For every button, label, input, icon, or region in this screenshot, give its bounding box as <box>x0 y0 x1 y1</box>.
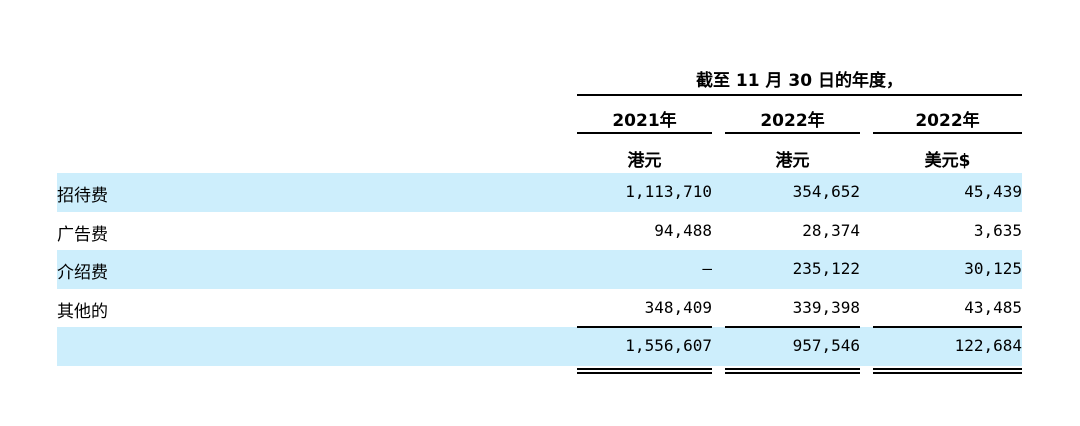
row-value: 45,439 <box>964 182 1022 201</box>
total-rule <box>873 367 1022 370</box>
row-label: 介绍费 <box>57 263 108 283</box>
column-currency: 港元 <box>775 151 810 171</box>
year-rule <box>725 132 860 134</box>
row-value: 28,374 <box>802 220 860 240</box>
total-rule <box>725 367 860 370</box>
subtotal-rule <box>577 326 712 328</box>
column-currency: 美元$ <box>924 151 971 171</box>
row-shade <box>57 250 1022 289</box>
total-value: 1,556,607 <box>625 336 712 355</box>
subtotal-rule <box>725 326 860 328</box>
period-header: 截至 11 月 30 日的年度， <box>696 71 903 91</box>
row-value: 235,122 <box>792 259 860 278</box>
total-shade <box>57 327 1022 366</box>
row-shade <box>57 173 1022 212</box>
total-rule <box>577 367 712 370</box>
row-value: 43,485 <box>964 297 1022 317</box>
row-value: 348,409 <box>644 297 712 317</box>
row-value: 30,125 <box>964 259 1022 278</box>
total-value: 122,684 <box>954 336 1022 355</box>
row-value: 1,113,710 <box>625 182 712 201</box>
total-rule <box>873 371 1022 374</box>
column-year: 2022年 <box>760 111 825 131</box>
column-year: 2021年 <box>612 111 677 131</box>
total-rule <box>577 371 712 374</box>
row-value: 3,635 <box>973 220 1022 240</box>
row-value: 354,652 <box>792 182 860 201</box>
header-rule <box>577 94 1022 96</box>
year-rule <box>577 132 712 134</box>
column-year: 2022年 <box>915 111 980 131</box>
column-currency: 港元 <box>627 151 662 171</box>
total-value: 957,546 <box>792 336 860 355</box>
subtotal-rule <box>873 326 1022 328</box>
row-value: — <box>702 259 712 278</box>
year-rule <box>873 132 1022 134</box>
total-rule <box>725 371 860 374</box>
row-label: 其他的 <box>57 301 108 322</box>
row-label: 招待费 <box>57 186 108 206</box>
row-label: 广告费 <box>57 224 108 245</box>
row-value: 339,398 <box>792 297 860 317</box>
row-value: 94,488 <box>654 220 712 240</box>
